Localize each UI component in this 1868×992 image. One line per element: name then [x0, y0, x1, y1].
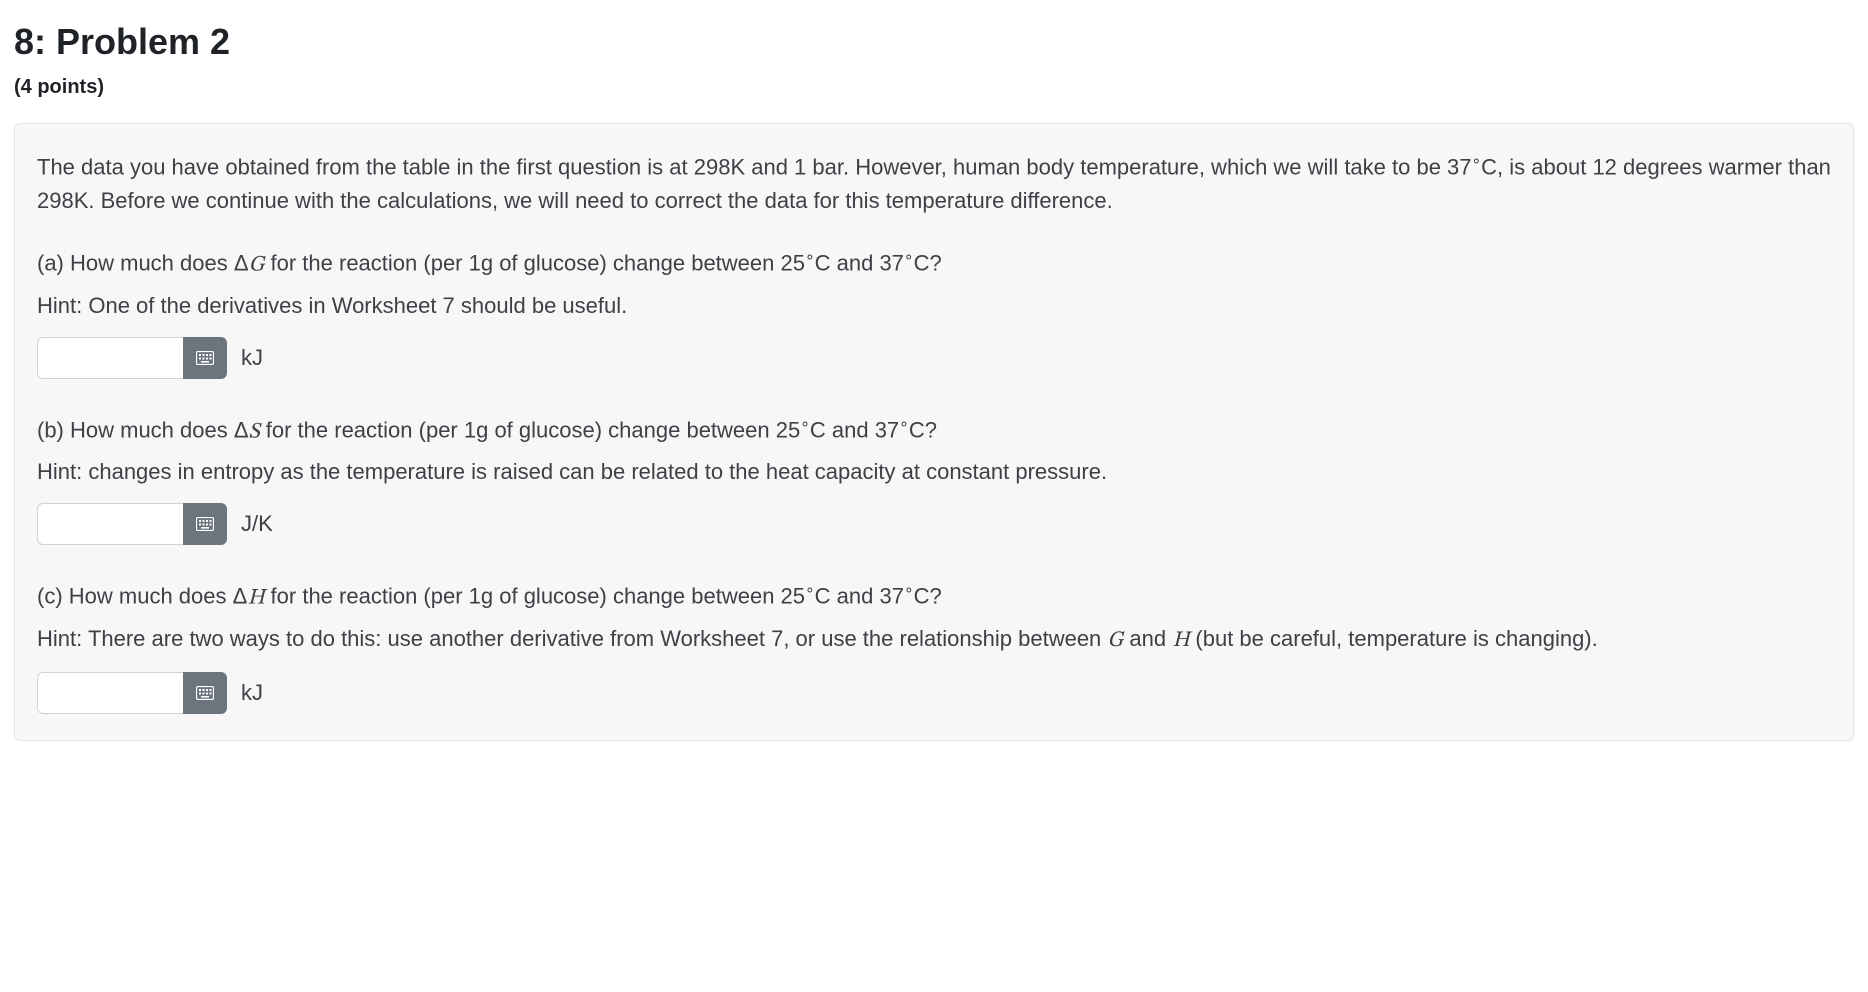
part-c-unit: kJ: [239, 676, 263, 710]
part-a-pre: (a) How much does: [37, 251, 234, 276]
delta-symbol: Δ: [234, 251, 249, 276]
g-symbol: G: [1107, 630, 1123, 652]
problem-panel: The data you have obtained from the tabl…: [14, 123, 1854, 741]
part-a-answer-input[interactable]: [37, 337, 183, 379]
intro-text-1: The data you have obtained from the tabl…: [37, 154, 1472, 179]
part-b-input-group: [37, 503, 227, 545]
part-c-question: (c) How much does ΔH for the reaction (p…: [37, 579, 1831, 615]
part-c-hint: Hint: There are two ways to do this: use…: [37, 622, 1831, 658]
equation-editor-button[interactable]: [183, 337, 227, 379]
equation-editor-button[interactable]: [183, 672, 227, 714]
keypad-icon: [196, 351, 214, 365]
part-a-input-group: [37, 337, 227, 379]
part-a-mid1: for the reaction (per 1g of glucose) cha…: [264, 251, 805, 276]
degree-symbol: ∘: [904, 249, 914, 266]
part-b-post: C?: [909, 417, 937, 442]
part-b-answer-input[interactable]: [37, 503, 183, 545]
s-symbol: S: [249, 421, 260, 443]
part-a-unit: kJ: [239, 341, 263, 375]
degree-symbol: ∘: [899, 416, 909, 433]
degree-symbol: ∘: [800, 416, 810, 433]
part-c-post: C?: [914, 584, 942, 609]
part-c-hint-mid: and: [1123, 626, 1172, 651]
part-b-input-row: J/K: [37, 503, 1831, 545]
part-c-c1: C and 37: [815, 584, 904, 609]
degree-symbol: ∘: [1472, 153, 1482, 170]
part-b-pre: (b) How much does: [37, 417, 234, 442]
part-c-pre: (c) How much does: [37, 584, 233, 609]
part-c-answer-input[interactable]: [37, 672, 183, 714]
delta-symbol: Δ: [233, 584, 248, 609]
part-a-hint: Hint: One of the derivatives in Workshee…: [37, 289, 1831, 323]
part-b-mid1: for the reaction (per 1g of glucose) cha…: [260, 417, 801, 442]
h-symbol: H: [247, 588, 264, 610]
part-c-hint-post: (but be careful, temperature is changing…: [1189, 626, 1597, 651]
page-title: 8: Problem 2: [14, 14, 1854, 70]
part-b-unit: J/K: [239, 507, 273, 541]
degree-symbol: ∘: [805, 249, 815, 266]
part-c-mid1: for the reaction (per 1g of glucose) cha…: [264, 584, 805, 609]
part-a-question: (a) How much does ΔG for the reaction (p…: [37, 246, 1831, 282]
part-b-c1: C and 37: [810, 417, 899, 442]
part-b-question: (b) How much does ΔS for the reaction (p…: [37, 413, 1831, 449]
keypad-icon: [196, 686, 214, 700]
part-c-input-row: kJ: [37, 672, 1831, 714]
degree-symbol: ∘: [904, 582, 914, 599]
part-a-post: C?: [914, 251, 942, 276]
degree-symbol: ∘: [805, 582, 815, 599]
delta-symbol: Δ: [234, 417, 249, 442]
part-c-input-group: [37, 672, 227, 714]
part-a-c1: C and 37: [815, 251, 904, 276]
h-symbol: H: [1172, 630, 1189, 652]
points-label: (4 points): [14, 72, 1854, 103]
part-a-input-row: kJ: [37, 337, 1831, 379]
equation-editor-button[interactable]: [183, 503, 227, 545]
part-c-hint-pre: Hint: There are two ways to do this: use…: [37, 626, 1107, 651]
part-b-hint: Hint: changes in entropy as the temperat…: [37, 455, 1831, 489]
intro-paragraph: The data you have obtained from the tabl…: [37, 150, 1831, 219]
g-symbol: G: [249, 255, 265, 277]
keypad-icon: [196, 517, 214, 531]
